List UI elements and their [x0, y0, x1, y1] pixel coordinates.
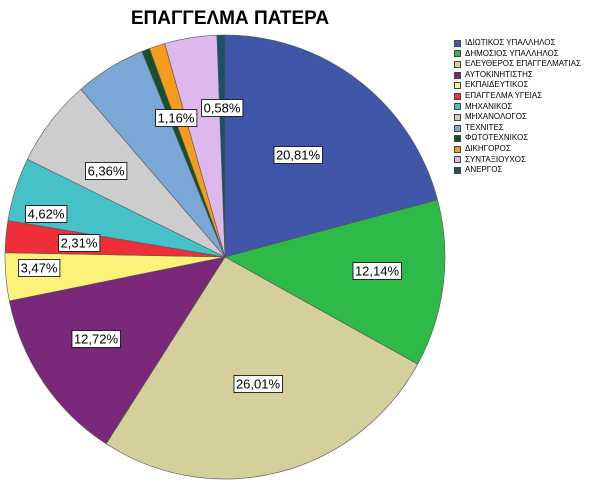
slice-label-box [85, 162, 128, 180]
legend-swatch [454, 103, 461, 111]
legend-swatch [454, 50, 461, 58]
slice-label-text: 12,72% [74, 332, 119, 347]
pie-slice [216, 34, 226, 258]
legend-label: ΦΩΤΟΤΕΧΝΙΚΟΣ [465, 133, 529, 143]
slice-label: 0,58% [201, 99, 244, 117]
slice-label-text: 20,81% [276, 148, 321, 163]
legend-item: ΔΙΚΗΓΟΡΟΣ [454, 144, 581, 155]
slice-label: 4,62% [25, 205, 68, 223]
slice-label-box [18, 259, 61, 277]
legend-swatch [454, 166, 461, 174]
slice-label-text: 1,16% [158, 111, 195, 126]
slice-label: 2,31% [58, 234, 101, 252]
legend-item: ΤΕΧΝΙΤΕΣ [454, 123, 581, 134]
legend-swatch [454, 156, 461, 164]
legend-swatch [454, 113, 461, 121]
legend-swatch [454, 135, 461, 143]
slice-label-box [352, 262, 402, 280]
legend-label: ΙΔΙΩΤΙΚΟΣ ΥΠΑΛΛΗΛΟΣ [465, 38, 556, 47]
legend-item: ΔΗΜΟΣΙΟΣ ΥΠΑΛΛΗΛΟΣ [454, 49, 581, 60]
legend-item: ΜΗΧΑΝΟΛΟΓΟΣ [454, 112, 581, 123]
slice-label: 3,47% [18, 259, 61, 277]
legend-swatch [454, 145, 461, 153]
slice-label-box [273, 146, 323, 164]
slice-label: 26,01% [233, 375, 283, 393]
legend-label: ΜΗΧΑΝΟΛΟΓΟΣ [465, 112, 527, 122]
legend-swatch [454, 71, 461, 79]
slice-label-box [71, 330, 121, 348]
slice-label-box [233, 375, 283, 393]
legend-item: ΦΩΤΟΤΕΧΝΙΚΟΣ [454, 133, 581, 144]
slice-label-text: 4,62% [28, 207, 65, 222]
slice-label-text: 12,14% [355, 264, 400, 279]
legend-label: ΔΙΚΗΓΟΡΟΣ [465, 143, 511, 153]
pie-slice [8, 256, 226, 445]
legend-swatch [454, 124, 461, 132]
slice-label-box [25, 205, 68, 223]
legend-item: ΑΝΕΡΓΟΣ [454, 165, 581, 176]
legend-label: ΔΗΜΟΣΙΟΣ ΥΠΑΛΛΗΛΟΣ [465, 48, 559, 58]
slice-label-text: 2,31% [61, 236, 98, 251]
legend-label: ΑΥΤΟΚΙΝΗΤΙΣΤΗΣ [465, 69, 533, 79]
legend-swatch [454, 60, 461, 68]
slice-label-text: 6,36% [88, 164, 125, 179]
slice-label-text: 3,47% [21, 261, 58, 276]
legend-label: ΤΕΧΝΙΤΕΣ [465, 122, 504, 132]
legend-label: ΜΗΧΑΝΙΚΟΣ [465, 101, 513, 111]
pie-slice [224, 199, 446, 365]
slice-label: 12,72% [71, 330, 121, 348]
legend-swatch [454, 39, 461, 47]
legend-label: ΕΠΑΓΓΕΛΜΑ ΥΓΕΙΑΣ [465, 90, 543, 100]
slice-label: 20,81% [273, 146, 323, 164]
slice-label-text: 26,01% [236, 377, 281, 392]
chart-title: ΕΠΑΓΓΕΛΜΑ ΠΑΤΕΡΑ [130, 8, 330, 29]
legend-item: ΕΚΠΑΙΔΕΥΤΙΚΟΣ [454, 80, 581, 91]
slice-label: 6,36% [85, 162, 128, 180]
legend-swatch [454, 92, 461, 100]
legend-label: ΕΚΠΑΙΔΕΥΤΙΚΟΣ [465, 80, 529, 90]
slice-label-box [201, 99, 244, 117]
legend-item: ΕΛΕΥΘΕΡΟΣ ΕΠΑΓΓΕΛΜΑΤΙΑΣ [454, 59, 581, 70]
slice-label-box [58, 234, 101, 252]
pie-slice [224, 34, 438, 258]
legend-item: ΕΠΑΓΓΕΛΜΑ ΥΓΕΙΑΣ [454, 91, 581, 102]
chart-legend: ΙΔΙΩΤΙΚΟΣ ΥΠΑΛΛΗΛΟΣ ΔΗΜΟΣΙΟΣ ΥΠΑΛΛΗΛΟΣ ΕΛΕ… [454, 38, 581, 176]
legend-item: ΜΗΧΑΝΙΚΟΣ [454, 102, 581, 113]
legend-label: ΣΥΝΤΑΞΙΟΥΧΟΣ [465, 154, 526, 164]
legend-swatch [454, 82, 461, 90]
legend-label: ΕΛΕΥΘΕΡΟΣ ΕΠΑΓΓΕΛΜΑΤΙΑΣ [465, 59, 581, 69]
slice-label: 12,14% [352, 262, 402, 280]
legend-label: ΑΝΕΡΓΟΣ [465, 165, 503, 175]
pie-slice [105, 256, 419, 480]
legend-item: ΙΔΙΩΤΙΚΟΣ ΥΠΑΛΛΗΛΟΣ [454, 38, 581, 49]
slice-label: 1,16% [155, 109, 198, 127]
slice-label-box [155, 109, 198, 127]
legend-item: ΑΥΤΟΚΙΝΗΤΙΣΤΗΣ [454, 70, 581, 81]
slice-label-text: 0,58% [204, 101, 241, 116]
legend-item: ΣΥΝΤΑΞΙΟΥΧΟΣ [454, 155, 581, 166]
